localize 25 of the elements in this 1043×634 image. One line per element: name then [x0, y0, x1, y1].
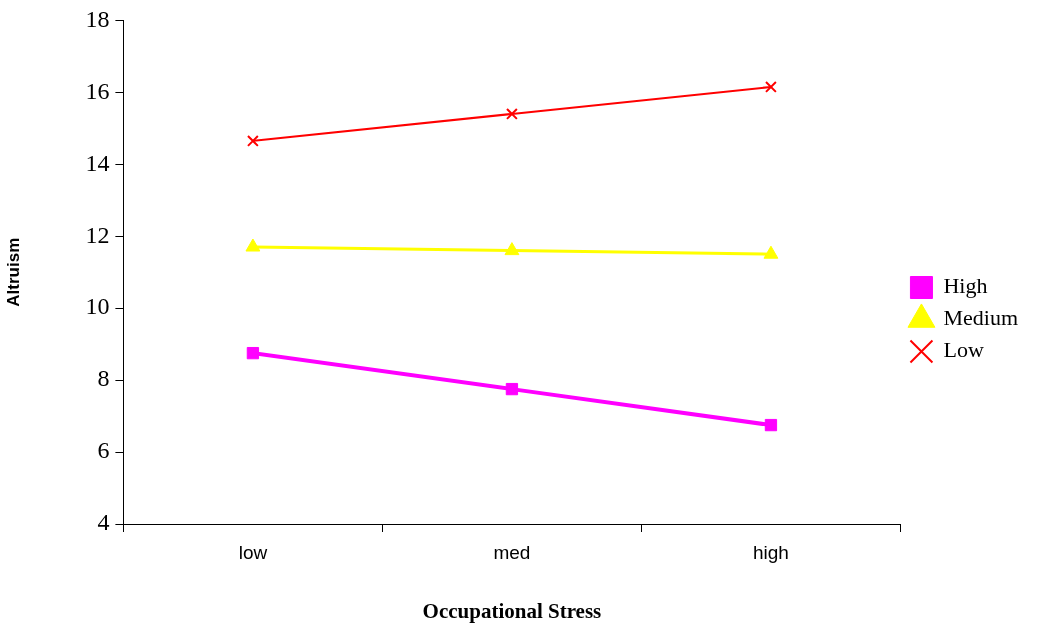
- point: [764, 418, 778, 432]
- y-axis-title: Altruism: [3, 237, 23, 307]
- legend-label: Low: [943, 337, 984, 363]
- y-tick-label: 4: [97, 509, 110, 536]
- point: [246, 134, 259, 147]
- point: [505, 107, 518, 120]
- y-tick-label: 8: [97, 365, 110, 392]
- y-tick-label: 14: [85, 149, 110, 176]
- y-tick-label: 6: [97, 437, 110, 464]
- y-tick-label: 12: [85, 221, 110, 248]
- x-tick-label: low: [238, 541, 268, 563]
- x-axis-title: Occupational Stress: [422, 598, 602, 623]
- x-tick-label: high: [752, 541, 789, 563]
- legend-label: High: [943, 273, 988, 299]
- legend-label: Medium: [943, 305, 1019, 331]
- point: [764, 81, 777, 93]
- point: [763, 245, 779, 259]
- point: [504, 242, 520, 256]
- point: [246, 346, 260, 360]
- y-tick-label: 18: [85, 5, 110, 32]
- point: [505, 382, 519, 396]
- y-tick-label: 16: [85, 77, 110, 104]
- y-tick-label: 10: [85, 293, 110, 320]
- point: [245, 238, 261, 252]
- x-tick-label: med: [493, 541, 531, 563]
